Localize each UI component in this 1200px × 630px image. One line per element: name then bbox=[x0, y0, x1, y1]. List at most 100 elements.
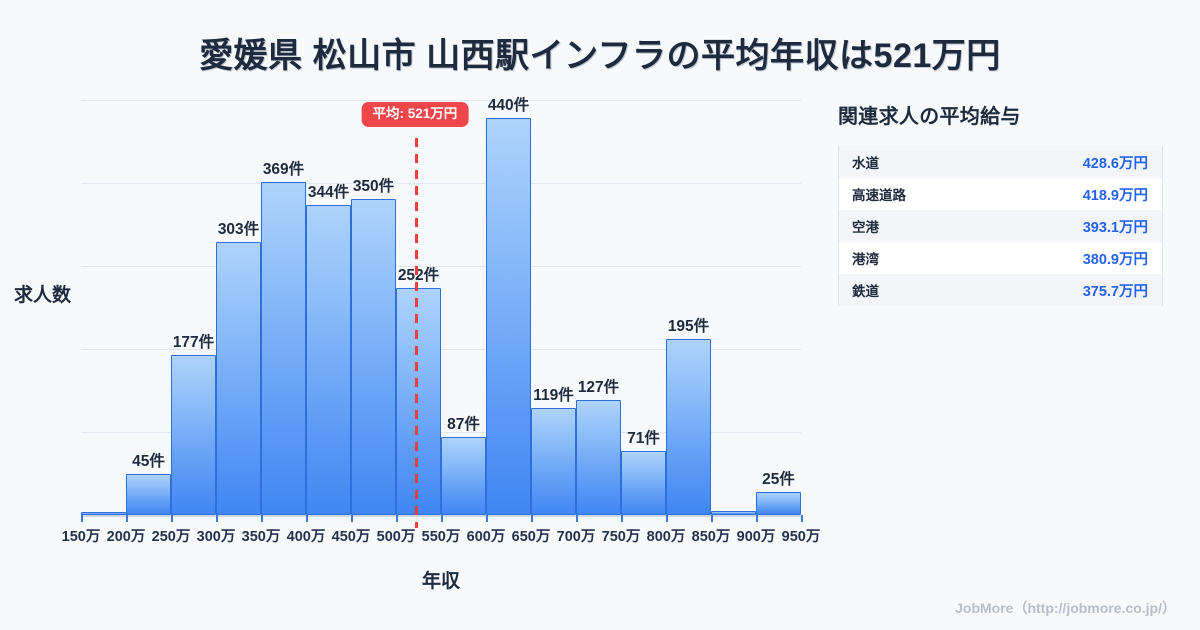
salary-category-label: 港湾 bbox=[852, 252, 879, 267]
x-axis-title: 年収 bbox=[421, 571, 460, 592]
average-line bbox=[414, 138, 418, 528]
footer-credit: JobMore（http://jobmore.co.jp/） bbox=[955, 600, 1176, 616]
table-row[interactable]: 高速道路 418.9万円 bbox=[839, 178, 1162, 210]
x-axis-tick-label: 850万 bbox=[691, 529, 731, 545]
x-axis-tick bbox=[711, 515, 713, 522]
bar-value-label: 71件 bbox=[627, 429, 660, 447]
x-axis-tick bbox=[126, 515, 128, 522]
table-row[interactable]: 空港 393.1万円 bbox=[839, 210, 1162, 242]
bar-column[interactable] bbox=[81, 100, 126, 515]
bar-column[interactable]: 177件 bbox=[171, 100, 216, 515]
bar[interactable] bbox=[171, 355, 216, 515]
salary-value: 418.9万円 bbox=[1082, 187, 1148, 204]
x-axis-tick-label: 350万 bbox=[241, 529, 281, 545]
salary-value: 393.1万円 bbox=[1082, 219, 1148, 236]
plot-area: 45件 177件 303件 369件 344件 350件 252件 87件 440件 119件 12… bbox=[81, 97, 801, 528]
bar[interactable] bbox=[441, 436, 486, 515]
bar[interactable] bbox=[306, 204, 351, 515]
bar-column[interactable]: 344件 bbox=[306, 100, 351, 515]
x-axis-tick bbox=[396, 515, 398, 522]
bars-layer: 45件 177件 303件 369件 344件 350件 252件 87件 440件 119件 12… bbox=[81, 97, 801, 515]
bar-column[interactable]: 369件 bbox=[261, 100, 306, 515]
x-axis-tick bbox=[171, 515, 173, 522]
x-axis-tick-label: 500万 bbox=[376, 529, 416, 545]
bar-value-label: 344件 bbox=[307, 183, 350, 201]
gridline bbox=[81, 100, 801, 101]
bar[interactable] bbox=[126, 474, 171, 515]
x-axis-tick-label: 400万 bbox=[286, 529, 326, 545]
bar[interactable] bbox=[621, 450, 666, 515]
table-row[interactable]: 鉄道 375.7万円 bbox=[839, 274, 1162, 306]
bar-column[interactable] bbox=[711, 100, 756, 515]
x-axis-tick-label: 150万 bbox=[61, 529, 101, 545]
x-axis-tick bbox=[621, 515, 623, 522]
bar-value-label: 252件 bbox=[397, 266, 440, 284]
bar[interactable] bbox=[531, 407, 576, 515]
table-row[interactable]: 港湾 380.9万円 bbox=[839, 242, 1162, 274]
x-axis-tick-label: 700万 bbox=[556, 529, 596, 545]
bar[interactable] bbox=[666, 339, 711, 515]
bar-value-label: 303件 bbox=[217, 220, 260, 238]
bar-column[interactable]: 71件 bbox=[621, 100, 666, 515]
bar[interactable] bbox=[351, 199, 396, 515]
bar-value-label: 350件 bbox=[352, 178, 395, 196]
bar-column[interactable]: 350件 bbox=[351, 100, 396, 515]
x-axis-tick-label: 200万 bbox=[106, 529, 146, 545]
x-axis-tick bbox=[81, 515, 83, 522]
bar-value-label: 87件 bbox=[447, 415, 480, 433]
panel-title: 関連求人の平均給与 bbox=[838, 106, 1021, 128]
bar[interactable] bbox=[486, 118, 531, 515]
bar-column[interactable]: 25件 bbox=[756, 100, 801, 515]
bar[interactable] bbox=[216, 241, 261, 515]
bar-column[interactable]: 303件 bbox=[216, 100, 261, 515]
x-axis-tick-label: 950万 bbox=[781, 529, 821, 545]
bar-value-label: 195件 bbox=[667, 318, 710, 336]
x-axis-tick bbox=[261, 515, 263, 522]
x-axis-tick-label: 600万 bbox=[466, 529, 506, 545]
bar[interactable] bbox=[261, 182, 306, 515]
salary-table: 水道 428.6万円高速道路 418.9万円空港 393.1万円港湾 380.9万円鉄道… bbox=[838, 146, 1163, 306]
x-axis-tick-label: 450万 bbox=[331, 529, 371, 545]
salary-category-label: 高速道路 bbox=[852, 188, 906, 203]
bar-column[interactable]: 195件 bbox=[666, 100, 711, 515]
table-row[interactable]: 水道 428.6万円 bbox=[839, 146, 1162, 178]
x-axis-tick-label: 300万 bbox=[196, 529, 236, 545]
bar-value-label: 119件 bbox=[533, 386, 574, 404]
x-axis-tick-label: 650万 bbox=[511, 529, 551, 545]
x-axis-tick-label: 750万 bbox=[601, 529, 641, 545]
bar-column[interactable]: 127件 bbox=[576, 100, 621, 515]
x-axis-tick-label: 250万 bbox=[151, 529, 191, 545]
gridline bbox=[81, 349, 801, 350]
x-axis-tick bbox=[576, 515, 578, 522]
y-axis-title: 求人数 bbox=[14, 285, 72, 306]
bar-column[interactable]: 119件 bbox=[531, 100, 576, 515]
bar-column[interactable]: 45件 bbox=[126, 100, 171, 515]
bar-column[interactable]: 252件 bbox=[396, 100, 441, 515]
x-axis-tick-label: 900万 bbox=[736, 529, 776, 545]
page-title: 愛媛県 松山市 山西駅インフラの平均年収は521万円 bbox=[199, 37, 1001, 75]
bar-value-label: 369件 bbox=[262, 161, 305, 179]
average-badge: 平均: 521万円 bbox=[361, 102, 469, 127]
salary-value: 380.9万円 bbox=[1082, 251, 1148, 268]
gridline bbox=[81, 266, 801, 267]
bar[interactable] bbox=[81, 512, 126, 515]
salary-value: 375.7万円 bbox=[1082, 283, 1148, 300]
x-axis-tick bbox=[216, 515, 218, 522]
bar-column[interactable]: 440件 bbox=[486, 97, 531, 515]
bar[interactable] bbox=[756, 492, 801, 515]
gridline bbox=[81, 183, 801, 184]
bar-value-label: 127件 bbox=[577, 379, 620, 397]
bar[interactable] bbox=[711, 511, 756, 515]
bar-value-label: 25件 bbox=[762, 471, 795, 489]
bar[interactable] bbox=[396, 287, 441, 515]
x-axis-tick bbox=[531, 515, 533, 522]
histogram-chart: 45件 177件 303件 369件 344件 350件 252件 87件 440件 119件 12… bbox=[0, 90, 830, 600]
x-axis-tick-label: 800万 bbox=[646, 529, 686, 545]
bar-value-label: 45件 bbox=[132, 453, 165, 471]
bar[interactable] bbox=[576, 400, 621, 515]
related-salary-panel: 関連求人の平均給与 水道 428.6万円 高速道路 418.9万円 空港 393.1万円港… bbox=[838, 100, 1170, 306]
x-axis-tick bbox=[306, 515, 308, 522]
bar-column[interactable]: 87件 bbox=[441, 100, 486, 515]
bar-value-label: 177件 bbox=[172, 334, 215, 352]
x-axis-tick bbox=[756, 515, 758, 522]
